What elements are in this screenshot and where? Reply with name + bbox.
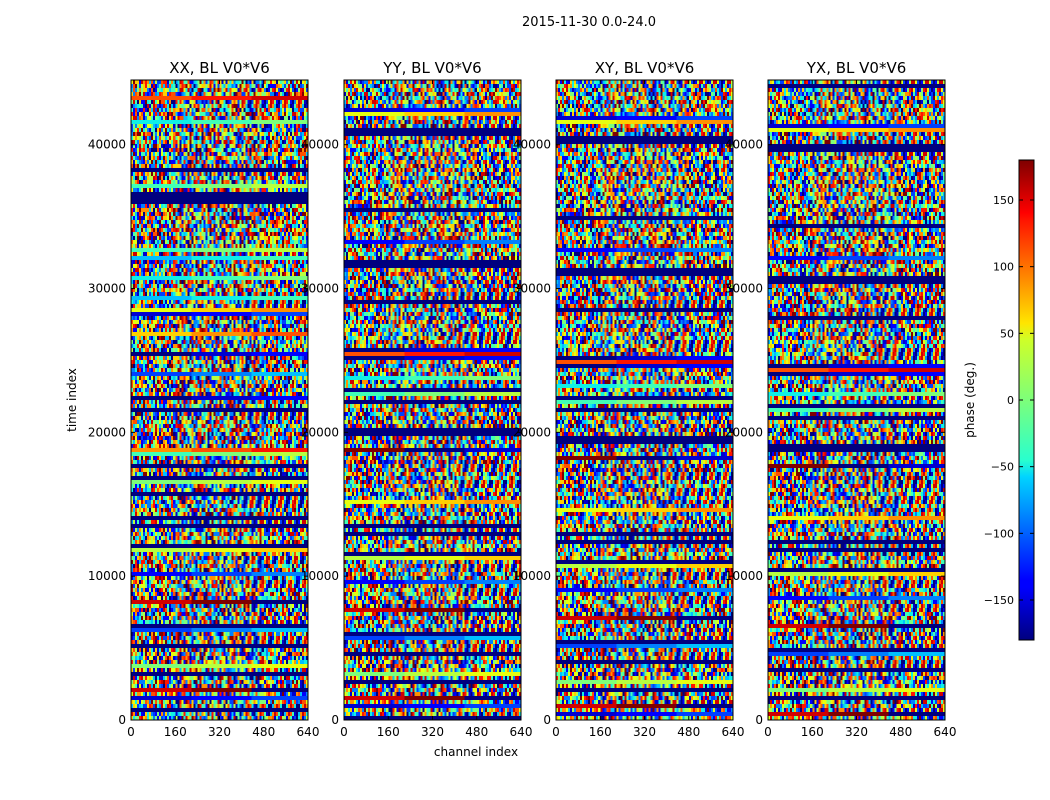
- y-tick-label: 10000: [725, 569, 763, 583]
- panel-1: XX, BL V0*V6 0 160 320 480 640 0 10000 20000 3000…: [88, 59, 320, 739]
- x-tick-label: 480: [677, 725, 700, 739]
- y-tick-label: 30000: [725, 282, 763, 296]
- y-tick-label: 20000: [513, 425, 551, 439]
- panel-title: YX, BL V0*V6: [806, 59, 907, 77]
- x-tick-label: 320: [421, 725, 444, 739]
- colorbar-ticks: −150 −100 −50 0 50 100 150: [984, 194, 1034, 607]
- x-tick-label: 0: [127, 725, 135, 739]
- colorbar: −150 −100 −50 0 50 100 150 phase (deg.): [963, 159, 1035, 641]
- phase-heatmap-image: [131, 80, 308, 720]
- y-tick-label: 10000: [301, 569, 339, 583]
- panel-2: YY, BL V0*V6 0 160 320 480 640 0 10000 20000 3000…: [301, 59, 533, 739]
- y-tick-label: 40000: [725, 138, 763, 152]
- y-tick-label: 30000: [513, 282, 551, 296]
- phase-heatmap-image: [768, 80, 945, 720]
- y-tick-label: 40000: [301, 138, 339, 152]
- colorbar-tick-label: 50: [1000, 327, 1014, 340]
- x-tick-label: 160: [164, 725, 187, 739]
- x-tick-label: 640: [297, 725, 320, 739]
- x-tick-label: 0: [764, 725, 772, 739]
- x-tick-label: 640: [722, 725, 745, 739]
- colorbar-tick-label: −50: [991, 461, 1014, 474]
- y-tick-label: 20000: [725, 425, 763, 439]
- y-tick-label: 10000: [513, 569, 551, 583]
- figure-suptitle: 2015-11-30 0.0-24.0: [522, 15, 656, 30]
- x-tick-label: 160: [589, 725, 612, 739]
- panel-4: YX, BL V0*V6 0 160 320 480 640 0 10000 20000 3000…: [725, 59, 957, 739]
- colorbar-tick-label: 0: [1007, 394, 1014, 407]
- x-tick-label: 640: [510, 725, 533, 739]
- phase-heatmap-image: [556, 80, 733, 720]
- colorbar-tick-label: 150: [993, 194, 1014, 207]
- y-tick-label: 20000: [301, 425, 339, 439]
- y-axis-label: time index: [65, 368, 79, 432]
- colorbar-label: phase (deg.): [963, 362, 977, 438]
- y-tick-label: 0: [755, 713, 763, 727]
- panel-title: XY, BL V0*V6: [595, 59, 695, 77]
- x-tick-label: 320: [208, 725, 231, 739]
- panel-3: XY, BL V0*V6 0 160 320 480 640 0 10000 20000 3000…: [513, 59, 745, 739]
- x-tick-label: 480: [465, 725, 488, 739]
- colorbar-tick-label: −100: [984, 527, 1014, 540]
- colorbar-tick-label: −150: [984, 594, 1014, 607]
- y-tick-label: 40000: [513, 138, 551, 152]
- x-tick-label: 320: [633, 725, 656, 739]
- x-tick-label: 480: [252, 725, 275, 739]
- y-tick-label: 40000: [88, 138, 126, 152]
- x-tick-label: 480: [889, 725, 912, 739]
- panel-title: YY, BL V0*V6: [382, 59, 481, 77]
- x-tick-label: 0: [552, 725, 560, 739]
- x-tick-label: 320: [845, 725, 868, 739]
- panels-group: XX, BL V0*V6 0 160 320 480 640 0 10000 20000 3000…: [88, 59, 957, 739]
- y-tick-label: 0: [118, 713, 126, 727]
- y-tick-label: 0: [543, 713, 551, 727]
- x-tick-label: 640: [934, 725, 957, 739]
- y-tick-label: 30000: [88, 282, 126, 296]
- y-tick-label: 20000: [88, 425, 126, 439]
- panel-title: XX, BL V0*V6: [169, 59, 270, 77]
- x-tick-label: 160: [377, 725, 400, 739]
- x-axis-label: channel index: [434, 745, 518, 759]
- colorbar-tick-label: 100: [993, 261, 1014, 274]
- y-tick-label: 30000: [301, 282, 339, 296]
- x-tick-label: 160: [801, 725, 824, 739]
- y-tick-label: 0: [331, 713, 339, 727]
- phase-heatmap-image: [344, 80, 521, 720]
- x-tick-label: 0: [340, 725, 348, 739]
- y-tick-label: 10000: [88, 569, 126, 583]
